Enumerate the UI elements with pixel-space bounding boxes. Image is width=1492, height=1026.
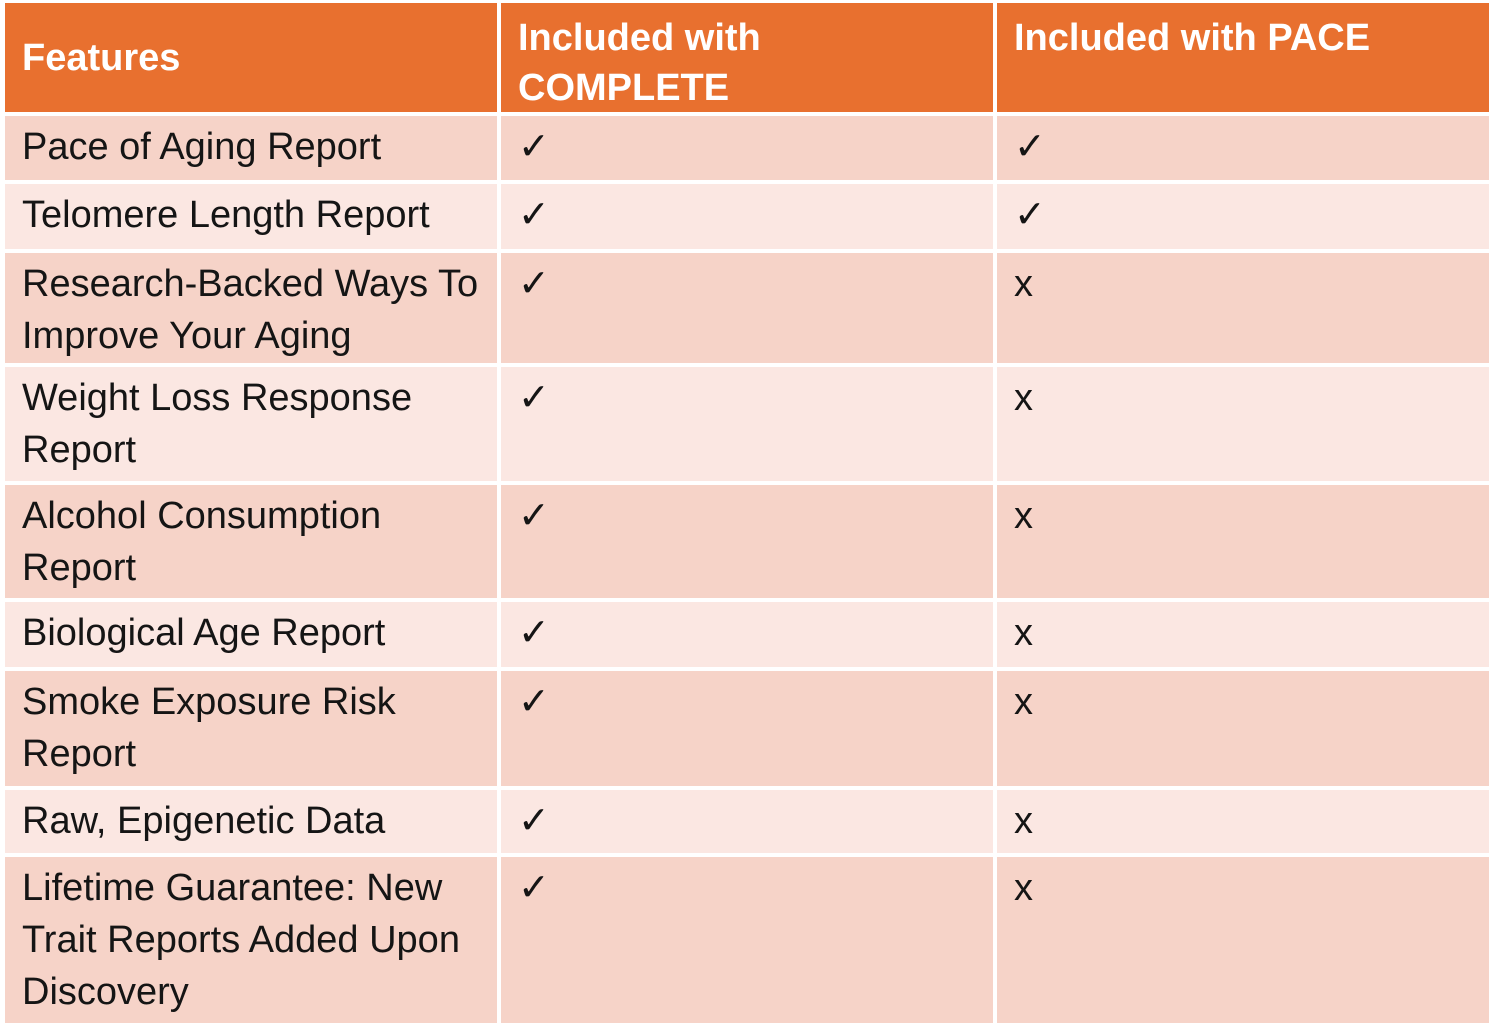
table-row: Alcohol Consumption Report ✓ x: [5, 485, 1489, 598]
header-label-complete: Included with COMPLETE: [518, 17, 761, 109]
feature-name-cell: Raw, Epigenetic Data: [5, 790, 497, 853]
complete-mark-cell: ✓: [501, 116, 993, 180]
pace-mark-cell: x: [997, 367, 1489, 481]
pace-mark: x: [1014, 612, 1033, 654]
feature-name-cell: Lifetime Guarantee: New Trait Reports Ad…: [5, 857, 497, 1023]
complete-mark: ✓: [518, 194, 550, 236]
complete-mark-cell: ✓: [501, 253, 993, 363]
feature-label: Lifetime Guarantee: New Trait Reports Ad…: [22, 867, 460, 1013]
pace-mark: x: [1014, 800, 1033, 842]
table-row: Raw, Epigenetic Data ✓ x: [5, 790, 1489, 853]
pace-mark: x: [1014, 495, 1033, 537]
pace-mark-cell: x: [997, 790, 1489, 853]
feature-label: Telomere Length Report: [22, 194, 430, 236]
feature-label: Pace of Aging Report: [22, 126, 382, 168]
feature-label: Weight Loss Response Report: [22, 377, 413, 471]
complete-mark-cell: ✓: [501, 485, 993, 598]
feature-name-cell: Smoke Exposure Risk Report: [5, 671, 497, 786]
table-row: Weight Loss Response Report ✓ x: [5, 367, 1489, 481]
table-row: Smoke Exposure Risk Report ✓ x: [5, 671, 1489, 786]
table-row: Biological Age Report ✓ x: [5, 602, 1489, 667]
complete-mark-cell: ✓: [501, 671, 993, 786]
complete-mark: ✓: [518, 867, 550, 909]
complete-mark: ✓: [518, 800, 550, 842]
pace-mark: x: [1014, 377, 1033, 419]
pace-mark-cell: ✓: [997, 116, 1489, 180]
table-row: Telomere Length Report ✓ ✓: [5, 184, 1489, 249]
complete-mark: ✓: [518, 495, 550, 537]
feature-label: Alcohol Consumption Report: [22, 495, 382, 589]
feature-name-cell: Weight Loss Response Report: [5, 367, 497, 481]
complete-mark: ✓: [518, 126, 550, 168]
feature-label: Smoke Exposure Risk Report: [22, 681, 396, 775]
pace-mark-cell: ✓: [997, 184, 1489, 249]
pace-mark-cell: x: [997, 671, 1489, 786]
pace-mark: ✓: [1014, 126, 1046, 168]
complete-mark: ✓: [518, 263, 550, 305]
complete-mark: ✓: [518, 681, 550, 723]
feature-label: Raw, Epigenetic Data: [22, 800, 386, 842]
table-row: Lifetime Guarantee: New Trait Reports Ad…: [5, 857, 1489, 1023]
complete-mark: ✓: [518, 377, 550, 419]
table-header-row: Features Included with COMPLETE Included…: [5, 3, 1489, 112]
pace-mark-cell: x: [997, 253, 1489, 363]
complete-mark-cell: ✓: [501, 602, 993, 667]
pace-mark-cell: x: [997, 857, 1489, 1023]
complete-mark-cell: ✓: [501, 790, 993, 853]
feature-label: Biological Age Report: [22, 612, 386, 654]
feature-name-cell: Alcohol Consumption Report: [5, 485, 497, 598]
feature-label: Research-Backed Ways To Improve Your Agi…: [22, 263, 479, 357]
pace-mark: ✓: [1014, 194, 1046, 236]
feature-name-cell: Telomere Length Report: [5, 184, 497, 249]
pace-mark-cell: x: [997, 485, 1489, 598]
feature-name-cell: Pace of Aging Report: [5, 116, 497, 180]
complete-mark-cell: ✓: [501, 857, 993, 1023]
header-label-pace: Included with PACE: [1014, 17, 1371, 59]
pace-mark: x: [1014, 263, 1033, 305]
table-row: Pace of Aging Report ✓ ✓: [5, 116, 1489, 180]
feature-name-cell: Biological Age Report: [5, 602, 497, 667]
complete-mark-cell: ✓: [501, 184, 993, 249]
pace-mark: x: [1014, 681, 1033, 723]
pace-mark-cell: x: [997, 602, 1489, 667]
table-row: Research-Backed Ways To Improve Your Agi…: [5, 253, 1489, 363]
header-label-features: Features: [22, 36, 181, 79]
header-cell-pace: Included with PACE: [997, 3, 1489, 112]
complete-mark: ✓: [518, 612, 550, 654]
header-cell-features: Features: [5, 3, 497, 112]
complete-mark-cell: ✓: [501, 367, 993, 481]
header-cell-complete: Included with COMPLETE: [501, 3, 993, 112]
feature-name-cell: Research-Backed Ways To Improve Your Agi…: [5, 253, 497, 363]
pace-mark: x: [1014, 867, 1033, 909]
